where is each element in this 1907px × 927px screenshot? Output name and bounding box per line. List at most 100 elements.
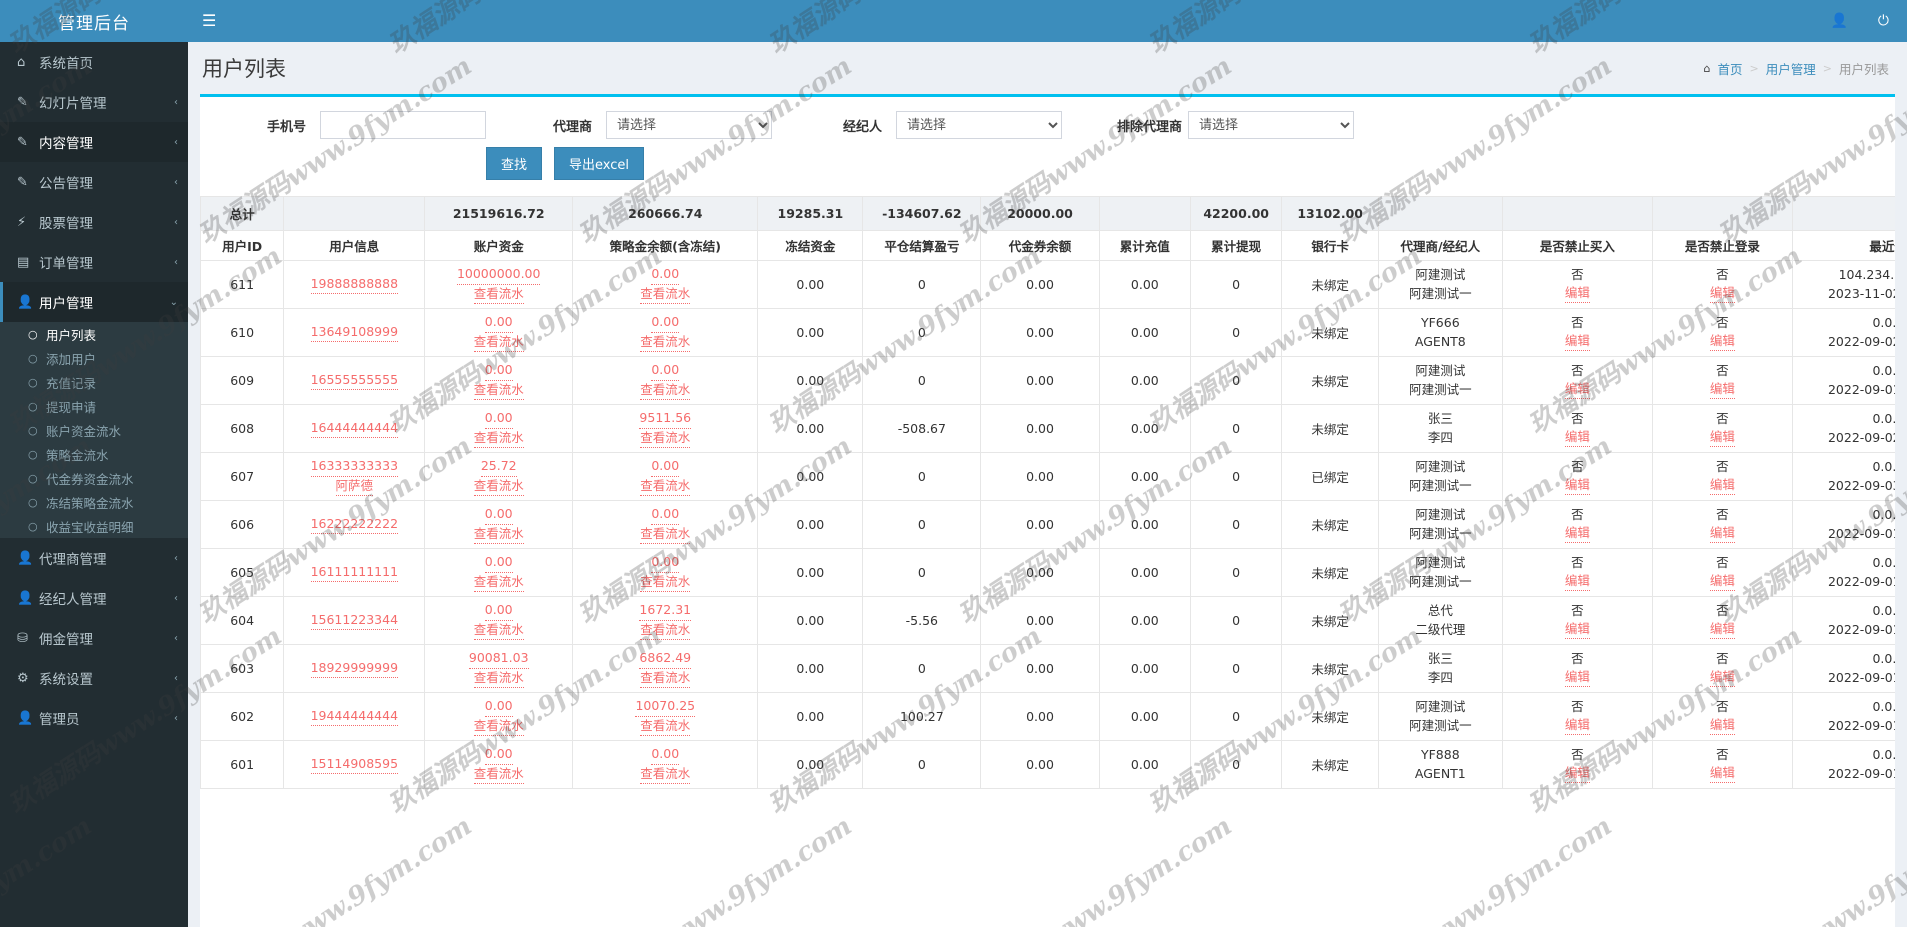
cell-user-info[interactable]: 15114908595 [283,740,426,789]
cell-user-info[interactable]: 16555555555 [283,356,426,405]
user-phone-link[interactable]: 19888888888 [310,275,399,295]
cell-account-fund[interactable]: 90081.03 查看流水 [424,644,574,693]
sidebar-subitem-4[interactable]: ○ 账户资金流水 [0,418,188,442]
strategy-balance-value[interactable]: 0.00 [651,313,680,333]
cell-ban-buy[interactable]: 否编辑 [1501,596,1654,645]
cell-ban-buy[interactable]: 否编辑 [1501,356,1654,405]
cell-strategy-balance[interactable]: 0.00 查看流水 [572,740,759,789]
view-flow-link[interactable]: 查看流水 [640,525,691,544]
cell-ban-buy[interactable]: 否编辑 [1501,260,1654,309]
account-fund-value[interactable]: 0.00 [484,697,513,717]
edit-ban-buy-link[interactable]: 编辑 [1564,428,1590,448]
cell-strategy-balance[interactable]: 9511.56 查看流水 [572,404,759,453]
user-icon[interactable]: 👤 [1830,13,1848,29]
strategy-balance-value[interactable]: 6862.49 [639,649,692,669]
account-fund-value[interactable]: 90081.03 [468,649,529,669]
user-name-link[interactable]: 阿萨德 [335,477,374,496]
cell-ban-login[interactable]: 否编辑 [1652,644,1793,693]
sidebar-item-6[interactable]: 👤 用户管理 ⌄ [0,282,188,322]
account-fund-value[interactable]: 10000000.00 [456,265,541,285]
sidebar-item-1[interactable]: ✎ 幻灯片管理 ‹ [0,82,188,122]
view-flow-link[interactable]: 查看流水 [473,765,524,784]
sidebar-subitem-2[interactable]: ○ 充值记录 [0,370,188,394]
sidebar-item-b2[interactable]: ⛁ 佣金管理 ‹ [0,618,188,658]
cell-strategy-balance[interactable]: 6862.49 查看流水 [572,644,759,693]
edit-ban-login-link[interactable]: 编辑 [1709,476,1735,496]
cell-ban-login[interactable]: 否编辑 [1652,596,1793,645]
search-button[interactable]: 查找 [486,147,543,180]
cell-strategy-balance[interactable]: 0.00 查看流水 [572,308,759,357]
cell-account-fund[interactable]: 25.72 查看流水 [424,452,574,501]
sidebar-item-0[interactable]: ⌂ 系统首页 [0,42,188,82]
user-phone-link[interactable]: 13649108999 [310,323,399,343]
user-phone-link[interactable]: 16555555555 [310,371,399,391]
cell-account-fund[interactable]: 0.00 查看流水 [424,692,574,741]
edit-ban-buy-link[interactable]: 编辑 [1564,668,1590,688]
view-flow-link[interactable]: 查看流水 [473,573,524,592]
edit-ban-buy-link[interactable]: 编辑 [1564,332,1590,352]
edit-ban-login-link[interactable]: 编辑 [1709,428,1735,448]
account-fund-value[interactable]: 0.00 [484,601,513,621]
sidebar-subitem-0[interactable]: ○ 用户列表 [0,322,188,346]
user-phone-link[interactable]: 16333333333 [310,457,399,477]
search-input-phone[interactable] [320,111,486,139]
strategy-balance-value[interactable]: 0.00 [651,457,680,477]
cell-strategy-balance[interactable]: 0.00 查看流水 [572,500,759,549]
hamburger-icon[interactable]: ☰ [202,11,217,30]
edit-ban-buy-link[interactable]: 编辑 [1564,764,1590,784]
sidebar-item-b4[interactable]: 👤 管理员 ‹ [0,698,188,738]
cell-account-fund[interactable]: 0.00 查看流水 [424,740,574,789]
strategy-balance-value[interactable]: 0.00 [651,361,680,381]
edit-ban-buy-link[interactable]: 编辑 [1564,284,1590,304]
edit-ban-buy-link[interactable]: 编辑 [1564,716,1590,736]
strategy-balance-value[interactable]: 0.00 [651,265,680,285]
view-flow-link[interactable]: 查看流水 [640,621,691,640]
cell-strategy-balance[interactable]: 0.00 查看流水 [572,452,759,501]
view-flow-link[interactable]: 查看流水 [640,765,691,784]
user-phone-link[interactable]: 16444444444 [310,419,399,439]
export-excel-button[interactable]: 导出excel [554,147,645,180]
cell-ban-buy[interactable]: 否编辑 [1501,644,1654,693]
edit-ban-login-link[interactable]: 编辑 [1709,572,1735,592]
edit-ban-buy-link[interactable]: 编辑 [1564,380,1590,400]
view-flow-link[interactable]: 查看流水 [640,381,691,400]
cell-account-fund[interactable]: 0.00 查看流水 [424,404,574,453]
cell-ban-login[interactable]: 否编辑 [1652,260,1793,309]
sidebar-item-b0[interactable]: 👤 代理商管理 ‹ [0,538,188,578]
account-fund-value[interactable]: 0.00 [484,409,513,429]
strategy-balance-value[interactable]: 0.00 [651,553,680,573]
cell-ban-login[interactable]: 否编辑 [1652,740,1793,789]
user-phone-link[interactable]: 19444444444 [310,707,399,727]
broker-select[interactable]: 请选择 [896,111,1062,139]
account-fund-value[interactable]: 0.00 [484,361,513,381]
account-fund-value[interactable]: 0.00 [484,745,513,765]
cell-ban-login[interactable]: 否编辑 [1652,500,1793,549]
user-phone-link[interactable]: 16222222222 [310,515,399,535]
edit-ban-login-link[interactable]: 编辑 [1709,764,1735,784]
view-flow-link[interactable]: 查看流水 [473,333,524,352]
sidebar-item-5[interactable]: ▤ 订单管理 ‹ [0,242,188,282]
edit-ban-login-link[interactable]: 编辑 [1709,332,1735,352]
cell-ban-login[interactable]: 否编辑 [1652,692,1793,741]
edit-ban-login-link[interactable]: 编辑 [1709,620,1735,640]
cell-user-info[interactable]: 19444444444 [283,692,426,741]
view-flow-link[interactable]: 查看流水 [473,525,524,544]
strategy-balance-value[interactable]: 10070.25 [635,697,696,717]
edit-ban-login-link[interactable]: 编辑 [1709,284,1735,304]
edit-ban-buy-link[interactable]: 编辑 [1564,476,1590,496]
agent-select[interactable]: 请选择 [606,111,772,139]
cell-account-fund[interactable]: 0.00 查看流水 [424,356,574,405]
cell-ban-buy[interactable]: 否编辑 [1501,308,1654,357]
edit-ban-buy-link[interactable]: 编辑 [1564,620,1590,640]
cell-strategy-balance[interactable]: 1672.31 查看流水 [572,596,759,645]
cell-strategy-balance[interactable]: 0.00 查看流水 [572,548,759,597]
view-flow-link[interactable]: 查看流水 [473,381,524,400]
account-fund-value[interactable]: 0.00 [484,505,513,525]
sidebar-item-b3[interactable]: ⚙ 系统设置 ‹ [0,658,188,698]
view-flow-link[interactable]: 查看流水 [640,669,691,688]
cell-strategy-balance[interactable]: 10070.25 查看流水 [572,692,759,741]
view-flow-link[interactable]: 查看流水 [640,429,691,448]
user-phone-link[interactable]: 15114908595 [310,755,399,775]
strategy-balance-value[interactable]: 1672.31 [639,601,692,621]
view-flow-link[interactable]: 查看流水 [473,669,524,688]
